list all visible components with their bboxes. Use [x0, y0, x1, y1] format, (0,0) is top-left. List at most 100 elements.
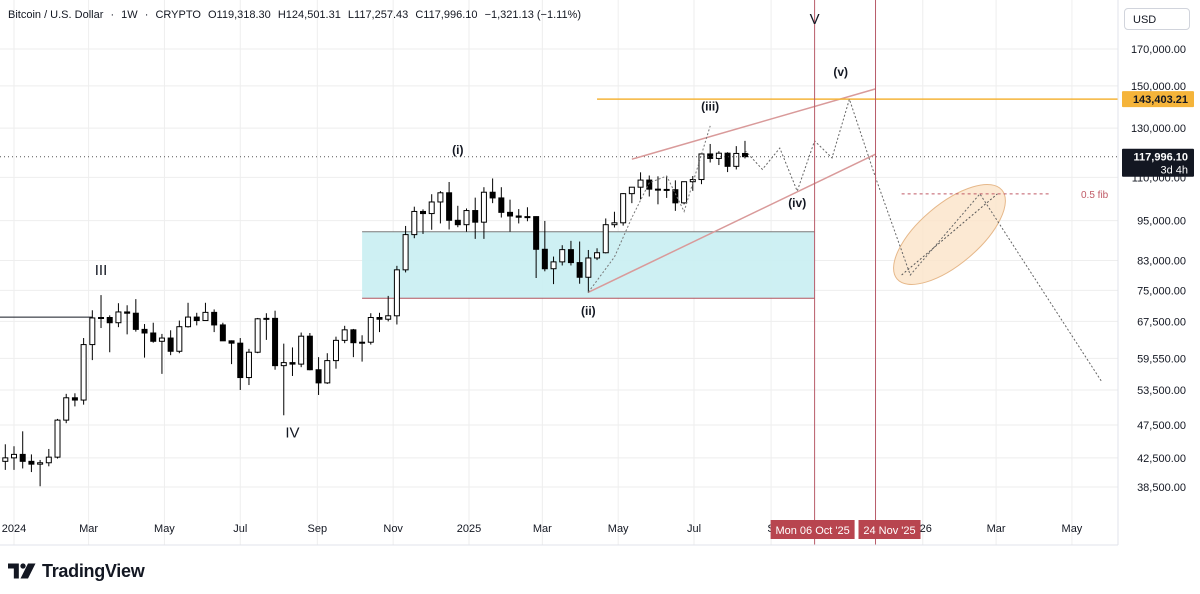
ellipse-axis	[901, 193, 998, 276]
candle-body-down	[237, 342, 244, 379]
candle	[454, 205, 461, 228]
candle	[98, 295, 105, 329]
candle	[263, 313, 270, 340]
candle	[420, 209, 427, 234]
wave-label: IV	[285, 425, 299, 442]
candle-body-up	[37, 462, 44, 465]
currency-button[interactable]: USD	[1124, 8, 1190, 30]
brand-name: TradingView	[42, 560, 145, 581]
candle	[150, 322, 157, 343]
candle	[411, 206, 418, 239]
candle-body-up	[298, 335, 305, 365]
candle-body-up	[202, 311, 209, 322]
candle	[37, 459, 44, 487]
candle-body-down	[672, 189, 679, 204]
wave-label: (iii)	[701, 100, 719, 114]
candle	[124, 305, 131, 335]
price-tick-label: 150,000.00	[1131, 81, 1186, 93]
time-tick-label: 2025	[457, 523, 481, 535]
candle-body-down	[19, 453, 26, 462]
time-tick-label: 2024	[2, 523, 26, 535]
interval[interactable]: 1W	[121, 9, 138, 21]
candle	[472, 197, 479, 239]
candle-body-up	[689, 179, 696, 183]
candle	[115, 303, 122, 328]
tradingview-brand[interactable]: TradingView	[8, 560, 145, 582]
candle-body-up	[637, 179, 644, 188]
price-tick-label: 67,500.00	[1137, 316, 1186, 328]
candle-body-down	[576, 262, 583, 278]
candle-body-up	[11, 453, 17, 459]
candle	[707, 143, 714, 163]
candle	[324, 353, 331, 384]
candle	[141, 324, 148, 358]
candle	[402, 225, 409, 273]
candle-body-up	[463, 210, 470, 226]
candle	[602, 218, 609, 254]
price-axis[interactable]: 170,000.00150,000.00130,000.00110,000.00…	[1131, 44, 1186, 494]
candle-body-down	[446, 192, 453, 221]
candle	[594, 248, 601, 261]
candle-body-down	[724, 152, 731, 167]
candle	[498, 187, 505, 218]
candle	[367, 313, 374, 345]
price-tick-label: 38,500.00	[1137, 482, 1186, 494]
candle-body-up	[402, 234, 409, 271]
wave-label: (ii)	[581, 304, 596, 318]
candle	[576, 241, 583, 284]
candle	[715, 151, 722, 166]
candle	[272, 310, 279, 370]
candle	[359, 335, 366, 362]
price-tick-label: 95,000.00	[1137, 216, 1186, 228]
wave-label: III	[95, 262, 108, 279]
candle	[663, 176, 670, 198]
candle-body-up	[480, 191, 487, 223]
date-badge-text: Mon 06 Oct '25	[775, 525, 849, 537]
candle-body-up	[89, 317, 96, 346]
candle-body-down	[289, 362, 296, 365]
candle	[315, 357, 322, 395]
date-badge: 24 Nov '25	[858, 520, 921, 539]
candle	[654, 176, 661, 205]
candle-body-up	[585, 257, 592, 278]
candle-body-down	[211, 311, 218, 326]
candle	[724, 152, 731, 173]
candle-body-up	[550, 261, 557, 270]
candle	[393, 265, 400, 325]
time-axis[interactable]: 2024MarMayJulSepNov2025MarMayJulS026MarM…	[2, 523, 1083, 535]
projected-price-path	[744, 97, 1103, 383]
wedge-upper-line	[631, 88, 876, 160]
candle-body-up	[594, 252, 601, 259]
wave3-projection-path	[587, 125, 711, 293]
wave-label: (i)	[452, 143, 463, 157]
candle-body-up	[715, 152, 722, 159]
candle-body-up	[628, 186, 635, 195]
candle-body-down	[507, 211, 514, 217]
time-tick-label: May	[1062, 523, 1083, 535]
candle-body-up	[341, 329, 348, 341]
price-tick-label: 130,000.00	[1131, 123, 1186, 135]
candle	[2, 444, 9, 470]
candle	[524, 207, 531, 222]
symbol-name[interactable]: Bitcoin / U.S. Dollar	[8, 9, 104, 21]
candle-body-up	[332, 339, 339, 362]
candle-body-down	[124, 311, 131, 314]
candles-layer	[2, 140, 748, 487]
candle-body-down	[420, 210, 427, 215]
candle-body-down	[454, 219, 461, 226]
candle-body-up	[367, 317, 374, 343]
candle-body-down	[515, 215, 522, 218]
time-tick-label: May	[608, 523, 629, 535]
price-tick-label: 42,500.00	[1137, 453, 1186, 465]
candle	[202, 302, 209, 322]
candle	[446, 181, 453, 230]
candle-body-up	[158, 337, 165, 342]
candle-body-up	[263, 317, 270, 320]
candle-body-down	[167, 337, 174, 352]
candle	[620, 193, 627, 226]
candle	[376, 312, 383, 333]
candle	[672, 180, 679, 211]
price-tick-label: 75,000.00	[1137, 285, 1186, 297]
candle	[289, 347, 296, 376]
